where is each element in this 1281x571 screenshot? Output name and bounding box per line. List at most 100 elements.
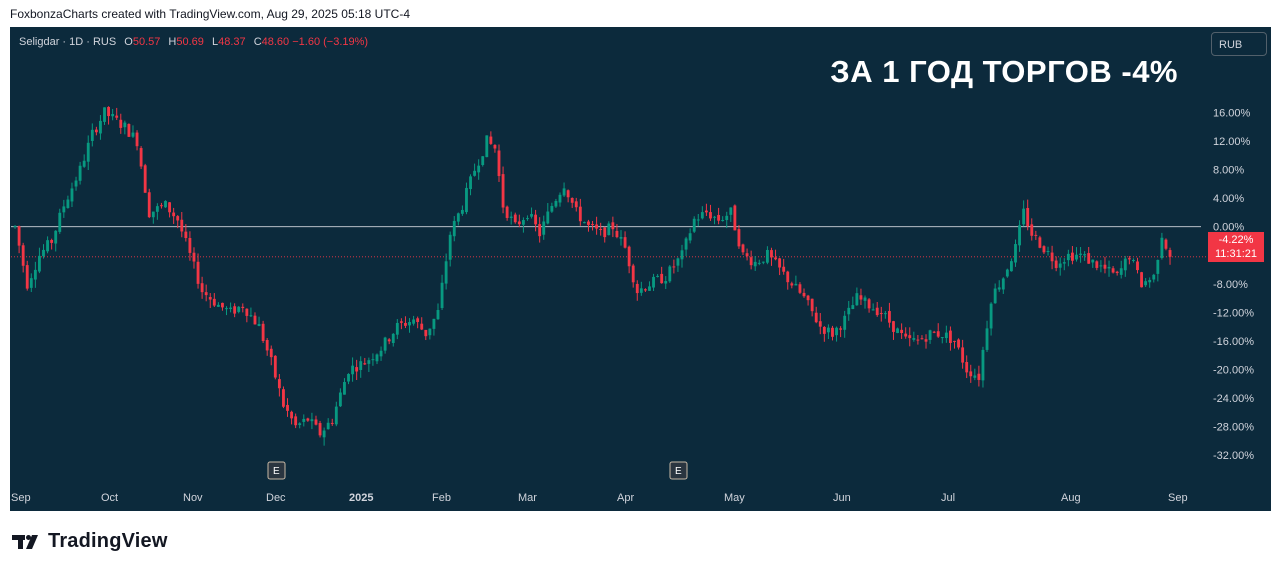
- candle-body: [534, 214, 538, 225]
- candle-body: [505, 206, 509, 218]
- candle-body: [99, 120, 102, 134]
- candle-body: [749, 257, 753, 266]
- earnings-marker: [267, 461, 286, 480]
- candle-body: [652, 276, 655, 288]
- open-label: O: [124, 36, 133, 48]
- tradingview-brand[interactable]: TradingView: [12, 530, 168, 553]
- candle-body: [664, 281, 668, 284]
- candle-body: [497, 150, 501, 177]
- y-tick-label: -28.00%: [1213, 421, 1254, 433]
- candle-body: [265, 339, 269, 351]
- candle-body: [261, 323, 265, 341]
- candle-body: [965, 362, 969, 373]
- candle-body: [1042, 246, 1046, 253]
- candle-body: [395, 322, 399, 335]
- y-tick-label: -16.00%: [1213, 336, 1254, 348]
- candle-body: [558, 194, 562, 203]
- chart-attribution: FoxbonzaCharts created with TradingView.…: [10, 7, 411, 21]
- chart-headline: ЗА 1 ГОД ТОРГОВ -4%: [830, 54, 1178, 89]
- candle-body: [1046, 250, 1050, 252]
- candle-body: [176, 216, 180, 221]
- candle-body: [709, 212, 712, 219]
- candle-body: [879, 313, 883, 315]
- candle-body: [111, 113, 115, 117]
- candle-body: [896, 328, 899, 334]
- candle-body: [672, 266, 676, 268]
- candle-body: [1127, 258, 1131, 260]
- candle-body: [249, 315, 253, 317]
- y-tick-label: -32.00%: [1213, 450, 1254, 462]
- candle-body: [13, 225, 17, 227]
- candle-body: [948, 330, 952, 343]
- x-tick-label: Dec: [266, 492, 286, 504]
- candle-body: [1038, 237, 1042, 248]
- candle-body: [692, 218, 696, 232]
- candle-body: [245, 308, 249, 316]
- candle-body: [822, 326, 826, 334]
- candle-body: [318, 423, 322, 436]
- candle-body: [469, 176, 472, 190]
- candle-body: [58, 212, 62, 232]
- candle-body: [961, 347, 965, 363]
- candle-body: [391, 333, 395, 344]
- x-tick-label: Oct: [101, 492, 118, 504]
- candle-body: [38, 255, 41, 272]
- candle-body: [550, 205, 554, 212]
- candle-body: [953, 340, 956, 342]
- x-tick-label: Jul: [941, 492, 955, 504]
- candle-body: [924, 339, 928, 342]
- candle-body: [424, 329, 428, 337]
- candle-body: [180, 219, 184, 232]
- candle-body: [574, 201, 578, 208]
- candle-body: [517, 221, 521, 225]
- candle-body: [334, 406, 338, 425]
- y-tick-label: 0.00%: [1213, 222, 1244, 234]
- candle-body: [538, 224, 542, 237]
- candle-body: [1075, 254, 1078, 260]
- candle-body: [465, 187, 468, 213]
- earnings-marker-label: E: [675, 466, 682, 477]
- candle-body: [839, 328, 843, 330]
- currency-button[interactable]: RUB: [1211, 32, 1267, 56]
- candle-body: [363, 363, 367, 365]
- candle-body: [1083, 254, 1087, 256]
- candle-body: [367, 360, 371, 364]
- candle-body: [1164, 239, 1168, 249]
- candle-body: [343, 382, 346, 395]
- candle-body: [216, 304, 220, 307]
- candle-body: [119, 119, 123, 128]
- candle-body: [904, 333, 908, 337]
- candle-body: [473, 170, 477, 176]
- candle-body: [17, 226, 21, 246]
- candle-body: [184, 231, 188, 239]
- candle-body: [883, 313, 887, 315]
- chart-panel[interactable]: 16.00% 12.00% 8.00% 4.00% 0.00% -8.00% -12.00%…: [10, 27, 1271, 511]
- candle-body: [587, 221, 590, 225]
- candle-body: [33, 269, 37, 280]
- y-tick-label: -20.00%: [1213, 364, 1254, 376]
- x-tick-label: Mar: [518, 492, 537, 504]
- candle-body: [668, 266, 672, 282]
- candle-body: [717, 214, 721, 221]
- candle-body: [761, 261, 765, 263]
- candle-body: [436, 310, 440, 320]
- candle-body: [989, 303, 993, 329]
- candle-body: [1062, 262, 1066, 264]
- candle-body: [993, 288, 997, 304]
- candle-body: [757, 262, 761, 264]
- candle-body: [448, 234, 452, 260]
- candle-body: [1144, 281, 1148, 286]
- candle-body: [912, 338, 916, 340]
- price-chart[interactable]: 16.00% 12.00% 8.00% 4.00% 0.00% -8.00% -12.00%…: [11, 28, 1272, 512]
- candle-body: [928, 330, 932, 340]
- candle-body: [721, 219, 725, 221]
- candle-body: [420, 323, 424, 330]
- candle-body: [1099, 265, 1103, 267]
- candle-body: [1026, 208, 1030, 227]
- candle-body: [123, 122, 127, 128]
- candle-body: [741, 244, 745, 253]
- x-tick-label: Nov: [183, 492, 203, 504]
- candle-body: [310, 419, 314, 422]
- candle-body: [826, 327, 830, 333]
- brand-name: TradingView: [48, 530, 168, 552]
